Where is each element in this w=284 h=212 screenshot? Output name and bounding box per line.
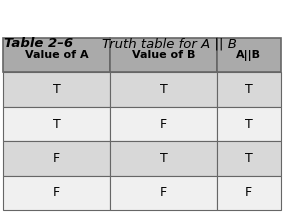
Bar: [110, 107, 217, 141]
Text: T: T: [160, 83, 167, 96]
Text: T: T: [245, 117, 252, 131]
Bar: [217, 107, 281, 141]
Text: F: F: [245, 186, 252, 199]
Bar: [217, 38, 281, 73]
Text: T: T: [53, 117, 61, 131]
Text: Table 2–6: Table 2–6: [4, 37, 73, 50]
Text: F: F: [53, 186, 60, 199]
Bar: [217, 73, 281, 107]
Bar: [110, 73, 217, 107]
Text: F: F: [160, 186, 167, 199]
Bar: [110, 141, 217, 176]
Text: T: T: [245, 152, 252, 165]
Bar: [110, 176, 217, 210]
Bar: [3, 38, 110, 73]
Text: Truth table for A || B: Truth table for A || B: [102, 37, 237, 50]
Bar: [3, 141, 110, 176]
Text: T: T: [245, 83, 252, 96]
Bar: [3, 73, 110, 107]
Text: T: T: [160, 152, 167, 165]
Bar: [3, 107, 110, 141]
Bar: [3, 176, 110, 210]
Text: Value of B: Value of B: [132, 50, 195, 60]
Text: T: T: [53, 83, 61, 96]
Bar: [110, 38, 217, 73]
Text: A||B: A||B: [236, 50, 261, 61]
Bar: [217, 176, 281, 210]
Text: Value of A: Value of A: [25, 50, 89, 60]
Text: F: F: [160, 117, 167, 131]
Text: F: F: [53, 152, 60, 165]
Bar: [217, 141, 281, 176]
